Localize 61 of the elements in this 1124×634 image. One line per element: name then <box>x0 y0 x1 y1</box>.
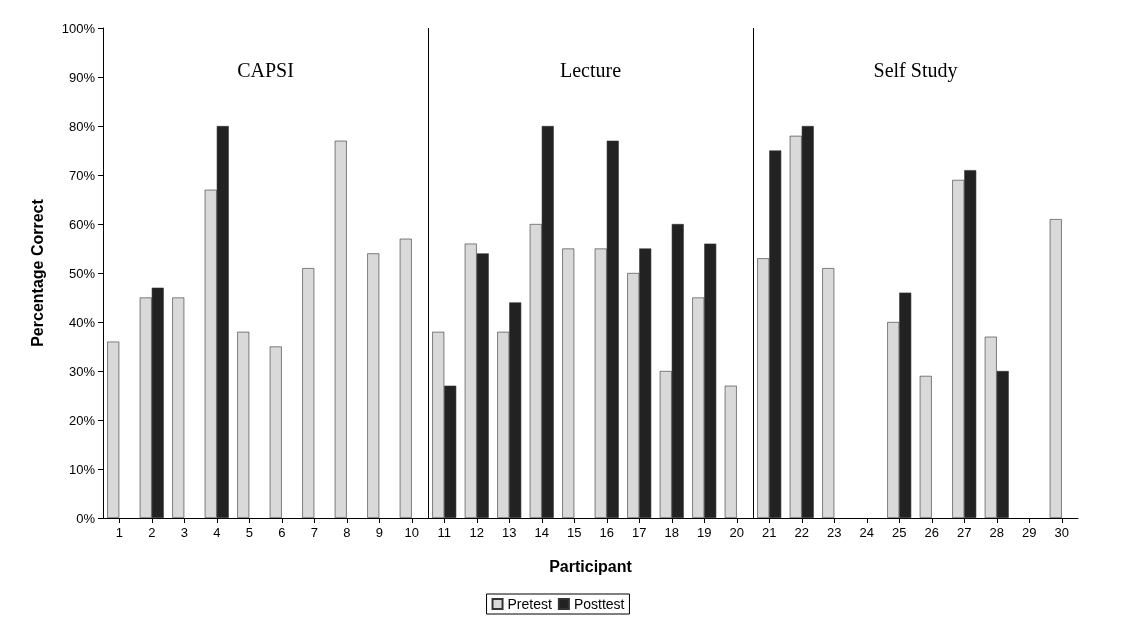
x-tick-label: 29 <box>1022 525 1037 540</box>
x-tick-label: 12 <box>469 525 484 540</box>
bar <box>822 268 835 518</box>
bar <box>107 341 120 518</box>
x-tick-label: 23 <box>827 525 842 540</box>
y-tick-label: 60% <box>68 216 96 232</box>
legend-label: Posttest <box>573 596 625 612</box>
x-tick-label: 13 <box>502 525 517 540</box>
x-tick-label: 30 <box>1054 525 1069 540</box>
y-axis-title: Percentage Correct <box>28 198 46 347</box>
x-tick-label: 14 <box>534 525 549 540</box>
x-tick-label: 27 <box>957 525 972 540</box>
y-tick-label: 80% <box>68 118 96 134</box>
y-tick-label: 50% <box>68 265 96 281</box>
x-tick-label: 7 <box>310 525 318 540</box>
y-tick-label: 30% <box>68 363 96 379</box>
x-tick-label: 2 <box>148 525 156 540</box>
legend-label: Pretest <box>507 596 552 612</box>
x-tick-label: 6 <box>278 525 286 540</box>
x-tick-label: 16 <box>599 525 614 540</box>
x-tick-label: 9 <box>375 525 383 540</box>
x-tick-label: 5 <box>245 525 253 540</box>
x-tick-label: 21 <box>762 525 777 540</box>
bar <box>237 331 250 518</box>
bar <box>334 140 347 518</box>
bar <box>399 238 412 518</box>
x-tick-label: 4 <box>213 525 221 540</box>
x-tick-label: 28 <box>989 525 1004 540</box>
bar <box>302 268 315 518</box>
x-tick-label: 24 <box>859 525 874 540</box>
bar <box>269 346 282 518</box>
x-tick-label: 1 <box>115 525 123 540</box>
bar <box>367 253 380 518</box>
bar <box>562 248 575 518</box>
y-tick-label: 40% <box>68 314 96 330</box>
x-tick-label: 8 <box>343 525 351 540</box>
x-tick-label: 19 <box>697 525 712 540</box>
x-tick-label: 15 <box>567 525 582 540</box>
annotation: Self Study <box>873 59 958 82</box>
y-tick-label: 70% <box>68 167 96 183</box>
annotation: CAPSI <box>237 59 294 81</box>
y-tick-label: 100% <box>61 20 96 36</box>
y-tick-label: 90% <box>68 69 96 85</box>
x-tick-label: 25 <box>892 525 907 540</box>
annotation: Lecture <box>559 59 622 81</box>
y-tick-label: 20% <box>68 412 96 428</box>
x-tick-label: 18 <box>664 525 679 540</box>
bar <box>1049 219 1062 518</box>
y-tick-label: 0% <box>76 510 96 526</box>
x-tick-label: 11 <box>437 525 451 540</box>
x-tick-label: 20 <box>729 525 744 540</box>
x-tick-label: 3 <box>180 525 188 540</box>
x-tick-label: 10 <box>404 525 419 540</box>
bar <box>919 375 932 518</box>
x-tick-label: 17 <box>632 525 647 540</box>
bar <box>172 297 185 518</box>
x-tick-label: 26 <box>924 525 939 540</box>
x-tick-label: 22 <box>794 525 809 540</box>
x-axis-title: Participant <box>549 557 633 575</box>
bar <box>724 385 737 518</box>
y-tick-label: 10% <box>68 461 96 477</box>
